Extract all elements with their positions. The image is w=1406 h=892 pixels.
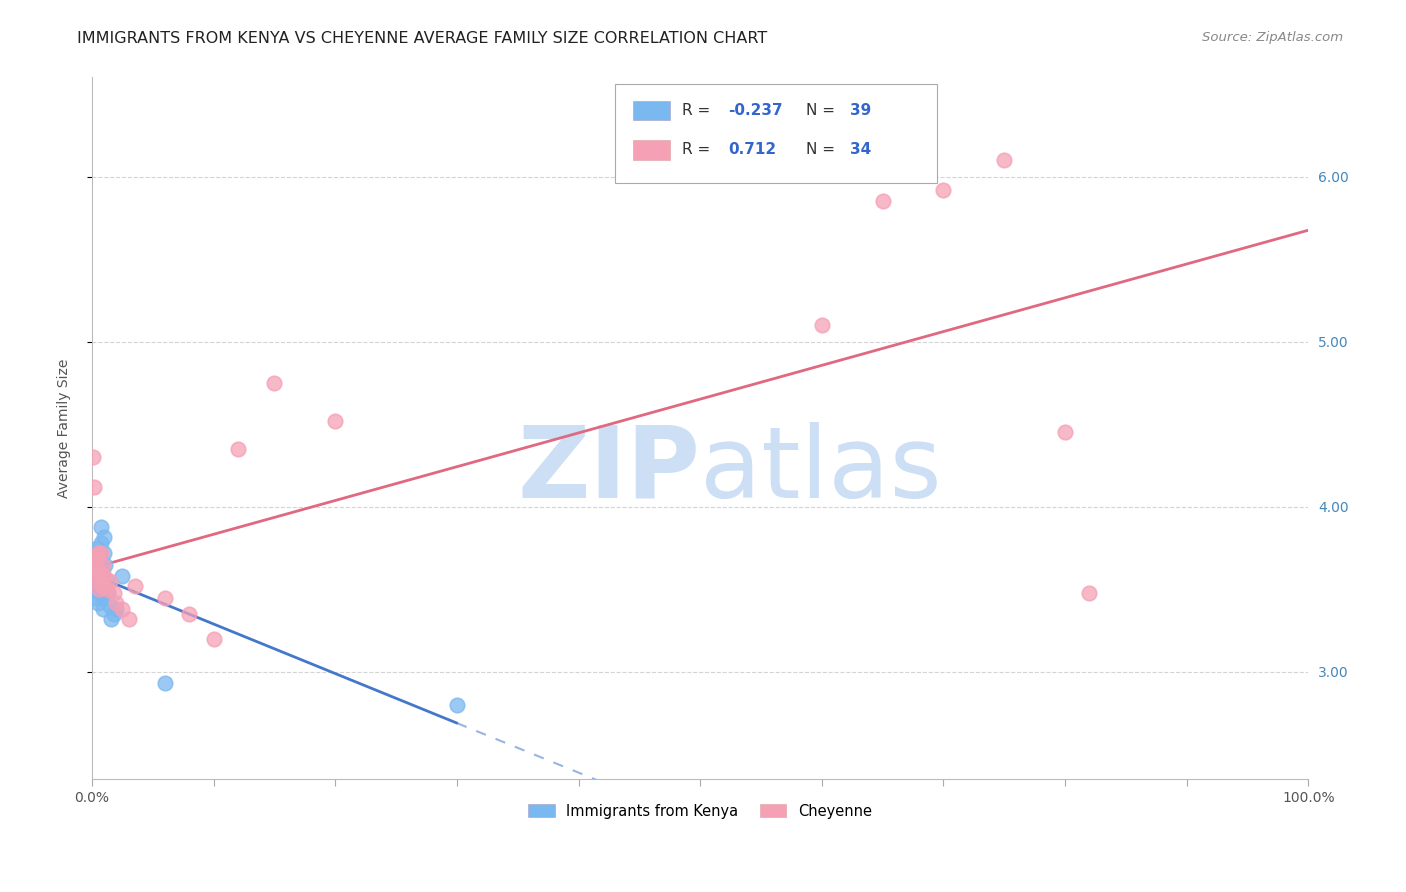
Text: 0.712: 0.712 (728, 142, 776, 157)
Point (83, 562, 105, 576)
Point (80, 582, 103, 597)
Point (105, 596, 128, 610)
Point (872, 194, 894, 209)
Point (124, 579, 146, 593)
Point (89, 582, 111, 597)
Text: atlas: atlas (700, 422, 942, 519)
Point (103, 585, 125, 599)
Point (98, 574, 121, 588)
Point (86, 574, 108, 588)
Point (90, 579, 112, 593)
Point (87, 562, 110, 576)
Point (263, 376, 285, 390)
Point (84, 574, 107, 588)
Text: R =: R = (682, 142, 716, 157)
FancyBboxPatch shape (633, 101, 669, 120)
Point (84, 566, 107, 580)
Text: -0.237: -0.237 (728, 103, 783, 118)
Point (202, 632, 225, 646)
Point (91, 591, 114, 605)
Point (86, 549, 108, 564)
Point (83, 558, 105, 572)
Point (89, 546, 111, 560)
Y-axis label: Average Family Size: Average Family Size (58, 359, 72, 498)
FancyBboxPatch shape (633, 140, 669, 160)
Point (83, 480, 105, 494)
Point (89, 546, 111, 560)
Point (1078, 585, 1101, 599)
Point (84, 579, 107, 593)
Point (103, 607, 125, 621)
Point (83, 569, 105, 583)
Point (226, 442, 249, 456)
Point (84, 552, 107, 566)
Point (446, 698, 468, 712)
Point (91, 558, 114, 572)
Text: IMMIGRANTS FROM KENYA VS CHEYENNE AVERAGE FAMILY SIZE CORRELATION CHART: IMMIGRANTS FROM KENYA VS CHEYENNE AVERAG… (77, 31, 768, 46)
Text: 34: 34 (849, 142, 872, 157)
Point (83, 574, 105, 588)
Legend: Immigrants from Kenya, Cheyenne: Immigrants from Kenya, Cheyenne (523, 798, 877, 824)
Point (117, 612, 139, 626)
Point (111, 602, 134, 616)
Point (98, 599, 121, 613)
Point (105, 602, 128, 616)
Point (89, 566, 111, 580)
Point (86, 569, 108, 583)
Point (153, 591, 176, 605)
Point (811, 318, 834, 333)
Point (82, 562, 104, 576)
Point (932, 183, 955, 197)
Point (90, 579, 112, 593)
Point (93, 569, 115, 583)
Point (91, 602, 114, 616)
Point (96, 574, 118, 588)
Point (84, 591, 107, 605)
Point (93, 529, 115, 543)
Point (89, 519, 111, 533)
Text: 39: 39 (849, 103, 872, 118)
Text: N =: N = (806, 142, 839, 157)
Text: R =: R = (682, 103, 716, 118)
Text: ZIP: ZIP (517, 422, 700, 519)
Point (89, 569, 111, 583)
Point (87, 596, 110, 610)
Point (153, 676, 176, 690)
Point (993, 153, 1015, 167)
Point (1054, 425, 1077, 440)
FancyBboxPatch shape (614, 85, 938, 183)
Point (179, 607, 201, 621)
Point (83, 546, 105, 560)
Point (89, 556, 111, 570)
Point (84, 552, 107, 566)
Point (86, 558, 108, 572)
Point (323, 414, 346, 428)
Point (96, 582, 118, 597)
Text: Source: ZipAtlas.com: Source: ZipAtlas.com (1202, 31, 1343, 45)
Point (94, 558, 117, 572)
Point (90, 562, 112, 576)
Point (93, 546, 115, 560)
Point (82, 546, 104, 560)
Point (97, 585, 120, 599)
Point (100, 612, 122, 626)
Point (87, 566, 110, 580)
Point (87, 582, 110, 597)
Point (89, 536, 111, 550)
Point (86, 541, 108, 555)
Point (111, 569, 134, 583)
Text: N =: N = (806, 103, 839, 118)
Point (87, 546, 110, 560)
Point (89, 585, 111, 599)
Point (82, 450, 104, 465)
